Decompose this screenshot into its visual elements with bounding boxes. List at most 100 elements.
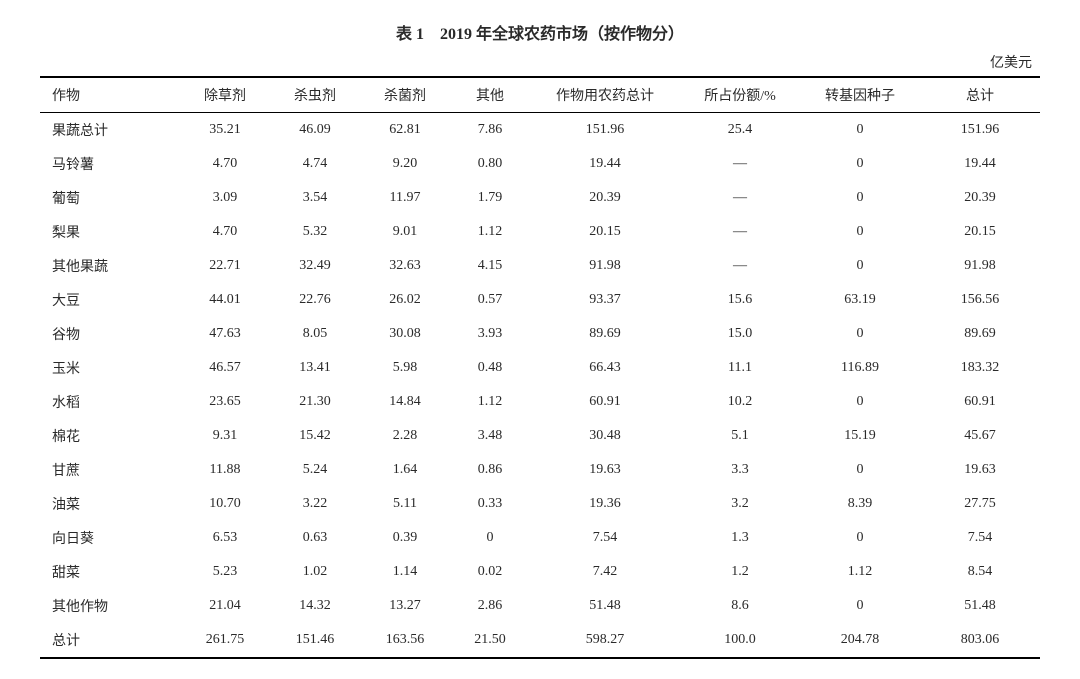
table-cell: 21.04 <box>180 589 270 623</box>
table-cell: 46.57 <box>180 351 270 385</box>
table-cell: 0 <box>800 113 920 148</box>
table-cell: 甜菜 <box>40 555 180 589</box>
table-cell: 3.93 <box>450 317 530 351</box>
table-cell: 21.50 <box>450 623 530 658</box>
table-cell: 22.71 <box>180 249 270 283</box>
table-cell: 果蔬总计 <box>40 113 180 148</box>
table-cell: 151.96 <box>530 113 680 148</box>
table-cell: 0 <box>800 385 920 419</box>
table-cell: 598.27 <box>530 623 680 658</box>
table-cell: 20.39 <box>530 181 680 215</box>
table-cell: 0 <box>800 147 920 181</box>
table-cell: 6.53 <box>180 521 270 555</box>
table-cell: 9.31 <box>180 419 270 453</box>
table-row: 甘蔗11.885.241.640.8619.633.3019.63 <box>40 453 1040 487</box>
table-cell: 0 <box>800 521 920 555</box>
table-cell: 62.81 <box>360 113 450 148</box>
table-cell: 15.19 <box>800 419 920 453</box>
table-cell: 8.54 <box>920 555 1040 589</box>
table-cell: 梨果 <box>40 215 180 249</box>
column-header: 杀虫剂 <box>270 77 360 113</box>
table-cell: 8.39 <box>800 487 920 521</box>
table-cell: 27.75 <box>920 487 1040 521</box>
table-cell: 20.15 <box>920 215 1040 249</box>
table-title: 表 1 2019 年全球农药市场（按作物分） <box>40 20 1040 44</box>
table-cell: 0.48 <box>450 351 530 385</box>
column-header: 总计 <box>920 77 1040 113</box>
table-cell: 261.75 <box>180 623 270 658</box>
table-cell: 向日葵 <box>40 521 180 555</box>
table-cell: 89.69 <box>920 317 1040 351</box>
table-cell: 葡萄 <box>40 181 180 215</box>
table-row: 玉米46.5713.415.980.4866.4311.1116.89183.3… <box>40 351 1040 385</box>
table-cell: 2.86 <box>450 589 530 623</box>
table-cell: 大豆 <box>40 283 180 317</box>
table-cell: 其他果蔬 <box>40 249 180 283</box>
table-cell: 11.88 <box>180 453 270 487</box>
table-row: 梨果4.705.329.011.1220.15—020.15 <box>40 215 1040 249</box>
table-cell: 204.78 <box>800 623 920 658</box>
table-cell: 803.06 <box>920 623 1040 658</box>
table-cell: 1.12 <box>450 215 530 249</box>
table-cell: 51.48 <box>920 589 1040 623</box>
table-cell: 4.15 <box>450 249 530 283</box>
table-cell: 7.54 <box>920 521 1040 555</box>
table-cell: 0 <box>800 249 920 283</box>
table-row: 其他果蔬22.7132.4932.634.1591.98—091.98 <box>40 249 1040 283</box>
table-cell: 9.01 <box>360 215 450 249</box>
table-cell: 22.76 <box>270 283 360 317</box>
table-cell: 116.89 <box>800 351 920 385</box>
table-cell: 1.79 <box>450 181 530 215</box>
table-cell: 5.1 <box>680 419 800 453</box>
table-cell: 5.32 <box>270 215 360 249</box>
table-cell: 11.1 <box>680 351 800 385</box>
table-cell: 47.63 <box>180 317 270 351</box>
table-cell: 0.57 <box>450 283 530 317</box>
table-cell: 1.3 <box>680 521 800 555</box>
table-cell: 0.33 <box>450 487 530 521</box>
table-cell: 0 <box>800 589 920 623</box>
table-cell: 19.44 <box>530 147 680 181</box>
table-cell: 5.98 <box>360 351 450 385</box>
column-header: 其他 <box>450 77 530 113</box>
table-cell: 4.74 <box>270 147 360 181</box>
table-cell: 60.91 <box>530 385 680 419</box>
table-cell: 0 <box>800 453 920 487</box>
table-cell: 5.23 <box>180 555 270 589</box>
table-cell: 棉花 <box>40 419 180 453</box>
table-cell: 5.24 <box>270 453 360 487</box>
table-cell: 93.37 <box>530 283 680 317</box>
table-cell: 0.80 <box>450 147 530 181</box>
table-cell: 1.12 <box>800 555 920 589</box>
table-cell: 91.98 <box>920 249 1040 283</box>
table-row: 大豆44.0122.7626.020.5793.3715.663.19156.5… <box>40 283 1040 317</box>
table-cell: 谷物 <box>40 317 180 351</box>
table-cell: 甘蔗 <box>40 453 180 487</box>
table-cell: 183.32 <box>920 351 1040 385</box>
table-cell: 油菜 <box>40 487 180 521</box>
table-row: 棉花9.3115.422.283.4830.485.115.1945.67 <box>40 419 1040 453</box>
table-cell: 3.3 <box>680 453 800 487</box>
table-cell: 13.41 <box>270 351 360 385</box>
table-cell: 23.65 <box>180 385 270 419</box>
table-cell: 151.96 <box>920 113 1040 148</box>
table-cell: 0 <box>800 181 920 215</box>
column-header: 作物用农药总计 <box>530 77 680 113</box>
column-header: 杀菌剂 <box>360 77 450 113</box>
table-cell: 15.0 <box>680 317 800 351</box>
table-cell: 26.02 <box>360 283 450 317</box>
table-cell: 100.0 <box>680 623 800 658</box>
table-cell: 1.64 <box>360 453 450 487</box>
table-cell: 4.70 <box>180 215 270 249</box>
table-cell: 45.67 <box>920 419 1040 453</box>
table-cell: 15.6 <box>680 283 800 317</box>
table-cell: 水稻 <box>40 385 180 419</box>
column-header: 作物 <box>40 77 180 113</box>
table-cell: 总计 <box>40 623 180 658</box>
table-cell: 0.86 <box>450 453 530 487</box>
table-cell: 44.01 <box>180 283 270 317</box>
table-cell: 15.42 <box>270 419 360 453</box>
table-cell: 3.54 <box>270 181 360 215</box>
table-cell: — <box>680 147 800 181</box>
table-row: 总计261.75151.46163.5621.50598.27100.0204.… <box>40 623 1040 658</box>
